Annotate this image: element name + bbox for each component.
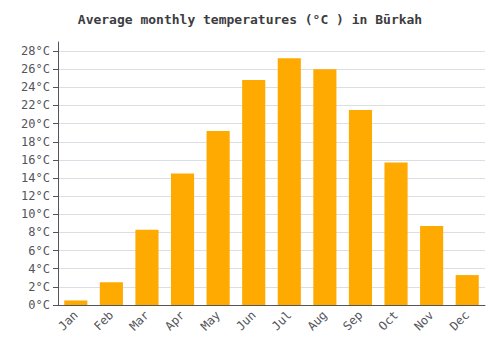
svg-text:12°C: 12°C xyxy=(21,189,50,203)
svg-text:Sep: Sep xyxy=(340,308,365,333)
svg-text:Average monthly temperatures (: Average monthly temperatures (°C ) in Bū… xyxy=(78,12,422,27)
svg-text:8°C: 8°C xyxy=(28,225,50,239)
svg-text:May: May xyxy=(198,308,223,333)
svg-text:Aug: Aug xyxy=(305,308,330,333)
svg-text:28°C: 28°C xyxy=(21,44,50,58)
svg-text:Mar: Mar xyxy=(127,308,152,333)
svg-text:Oct: Oct xyxy=(376,308,401,333)
svg-text:18°C: 18°C xyxy=(21,135,50,149)
svg-text:Jul: Jul xyxy=(269,308,294,333)
svg-text:Jun: Jun xyxy=(233,308,258,333)
svg-text:24°C: 24°C xyxy=(21,80,50,94)
svg-text:Feb: Feb xyxy=(91,308,116,333)
svg-text:4°C: 4°C xyxy=(28,262,50,276)
svg-text:22°C: 22°C xyxy=(21,98,50,112)
svg-text:10°C: 10°C xyxy=(21,207,50,221)
svg-text:2°C: 2°C xyxy=(28,280,50,294)
svg-text:Nov: Nov xyxy=(411,308,436,333)
svg-text:20°C: 20°C xyxy=(21,117,50,131)
svg-text:14°C: 14°C xyxy=(21,171,50,185)
svg-text:6°C: 6°C xyxy=(28,244,50,258)
svg-text:Apr: Apr xyxy=(162,308,187,333)
svg-text:0°C: 0°C xyxy=(28,298,50,312)
svg-text:Jan: Jan xyxy=(56,308,81,333)
svg-text:Dec: Dec xyxy=(447,308,472,333)
svg-text:16°C: 16°C xyxy=(21,153,50,167)
svg-text:26°C: 26°C xyxy=(21,62,50,76)
